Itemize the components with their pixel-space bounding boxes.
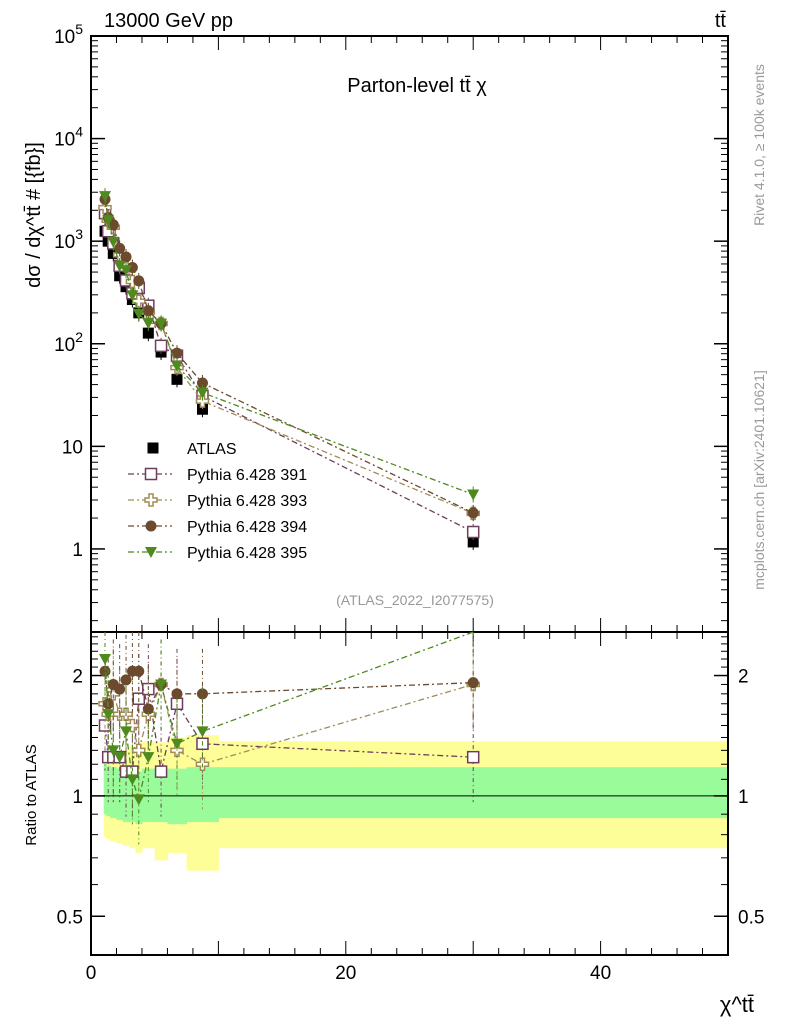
ratio-panel: 0 20 40 0.5 0.5 1 1 2 2 [57, 631, 764, 984]
y-tick-label: 1 [72, 540, 83, 561]
inner-band-bin [116, 768, 124, 821]
analysis-label: (ATLAS_2022_I2077575) [336, 592, 494, 608]
legend-label: Pythia 6.428 391 [187, 467, 307, 484]
series-pythia-6-428-395-point [155, 318, 168, 330]
series-pythia-6-428-395-point [132, 308, 145, 320]
series-pythia-6-428-394-point [142, 305, 154, 317]
series-pythia-6-428-394-ratio-point [114, 683, 126, 695]
y-tick-label: 10 [62, 437, 83, 458]
ratio-y-axis-label: Ratio to ATLAS [23, 744, 40, 845]
x-tick-label: 0 [86, 963, 97, 984]
series-pythia-6-428-395-ratio-point [155, 679, 168, 691]
series-atlas-point [142, 327, 154, 339]
legend: ATLAS Pythia 6.428 391 Pythia 6.428 393 Pyt… [128, 441, 307, 562]
inner-band-bin [141, 768, 156, 823]
x-axis-label: χ^tt̄ [720, 992, 754, 1017]
y-tick-label: 104 [54, 124, 83, 151]
series-pythia-6-428-394-point [133, 275, 145, 287]
ratio-y-tick-label: 0.5 [57, 907, 83, 928]
legend-label: Pythia 6.428 393 [187, 493, 307, 510]
series-pythia-6-428-394-point [171, 347, 183, 359]
series-pythia-6-428-395-ratio-point [196, 726, 209, 738]
series-pythia-6-428-391-ratio-line [104, 687, 474, 773]
x-tick-label: 40 [590, 963, 611, 984]
series-pythia-6-428-395-ratio-point [142, 752, 155, 764]
series-pythia-6-428-394-ratio-point [171, 688, 183, 700]
series-pythia-6-428-395-point [120, 265, 133, 277]
series-pythia-6-428-393-point [195, 394, 210, 408]
series-pythia-6-428-395-point [142, 318, 155, 330]
series-pythia-6-428-391-point [154, 339, 168, 353]
series-pythia-6-428-395-point [170, 360, 183, 372]
legend-marker [145, 547, 157, 558]
main-frame [90, 35, 729, 633]
series-pythia-6-428-394-point [114, 242, 126, 254]
legend-label: ATLAS [187, 441, 237, 458]
series-pythia-6-428-395-ratio-point [102, 709, 115, 721]
legend-marker [144, 493, 158, 507]
legend-marker [145, 520, 157, 532]
series-pythia-6-428-391-ratio-point [154, 765, 168, 778]
series-pythia-6-428-394-point [467, 507, 479, 519]
series-pythia-6-428-391-point [466, 525, 480, 539]
series-pythia-6-428-395-point [107, 236, 120, 248]
legend-label: Pythia 6.428 395 [187, 545, 307, 562]
series-pythia-6-428-395-point [126, 290, 139, 302]
series-pythia-6-428-395-point [113, 260, 126, 272]
series-pythia-6-428-395-ratio-point [120, 726, 133, 738]
y-tick-label: 102 [54, 329, 83, 356]
y-tick-label: 105 [54, 21, 83, 48]
series-pythia-6-428-395-ratio-point [126, 774, 139, 786]
series-atlas-point [114, 270, 126, 282]
series-pythia-6-428-395-ratio-point [170, 738, 183, 750]
ratio-y-tick-label: 2 [72, 667, 83, 688]
inner-band-bin [103, 764, 107, 815]
series-pythia-6-428-394-ratio-point [120, 674, 132, 686]
series-pythia-6-428-394-ratio-point [133, 665, 145, 677]
series-pythia-6-428-395-point [99, 191, 112, 203]
rivet-label: Rivet 4.1.0, ≥ 100k events [751, 64, 767, 226]
ratio-y-tick-label: 2 [738, 667, 749, 688]
series-pythia-6-428-391-ratio-point [466, 750, 480, 764]
series-atlas-point [467, 536, 479, 548]
series-pythia-6-428-395-point [196, 387, 209, 399]
series-pythia-6-428-394-point [126, 262, 138, 274]
series-atlas-point [196, 403, 208, 415]
series-pythia-6-428-394-point [120, 251, 132, 263]
energy-label: 13000 GeV pp [104, 10, 233, 32]
series-pythia-6-428-395-ratio-point [99, 653, 112, 665]
series-pythia-6-428-394-ratio-point [99, 665, 111, 677]
legend-marker [147, 442, 159, 454]
mcplots-label: mcplots.cern.ch [arXiv:2401.10621] [751, 370, 767, 589]
ratio-frame [90, 631, 729, 956]
plot-title: Parton-level tt̄ χ [347, 75, 487, 97]
ratio-y-tick-label: 0.5 [738, 907, 764, 928]
series-pythia-6-428-394-point [196, 377, 208, 389]
process-label: tt̄ [715, 10, 727, 32]
series-pythia-6-428-395-ratio-point [113, 752, 126, 764]
series-atlas-point [171, 373, 183, 385]
series-pythia-6-428-394-ratio-point [467, 677, 479, 689]
series-pythia-6-428-395-point [467, 489, 480, 501]
ratio-y-tick-label: 1 [738, 787, 749, 808]
y-axis-label: dσ / dχ^tt̄ # [{fb}] [23, 142, 45, 288]
legend-marker [144, 467, 158, 481]
series-pythia-6-428-394-ratio-point [142, 703, 154, 715]
ratio-y-tick-label: 1 [72, 787, 83, 808]
legend-label: Pythia 6.428 394 [187, 519, 307, 536]
x-tick-label: 20 [335, 963, 356, 984]
y-tick-label: 103 [54, 226, 83, 253]
series-pythia-6-428-395-ratio-point [132, 794, 145, 806]
series-pythia-6-428-395-ratio-point [107, 745, 120, 757]
series-pythia-6-428-395-point [102, 215, 115, 227]
series-pythia-6-428-391-line [104, 213, 474, 533]
